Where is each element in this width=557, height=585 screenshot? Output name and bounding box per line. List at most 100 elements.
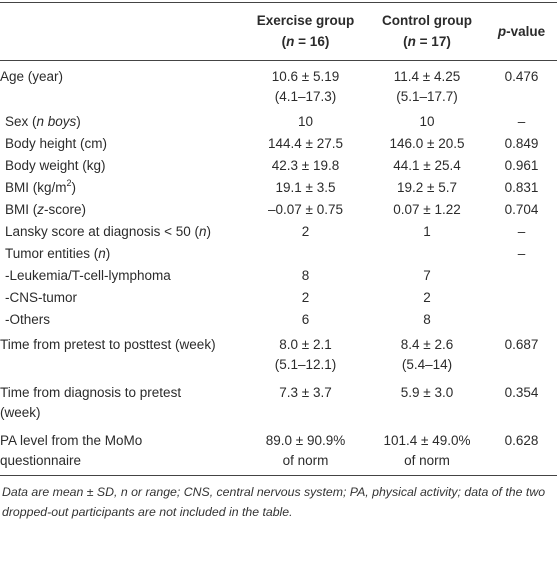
row-label: Lansky score at diagnosis < 50 (n) xyxy=(0,221,243,243)
table-cell xyxy=(486,265,557,287)
table-cell: 8 xyxy=(368,309,486,331)
text-line: 0.687 xyxy=(504,337,539,352)
text-line: – xyxy=(517,114,526,129)
text-line: 7.3 ± 3.7 xyxy=(279,385,332,400)
text-line: (4.1–17.3) xyxy=(274,89,337,104)
row-label: Tumor entities (n) xyxy=(0,243,243,265)
header-cell xyxy=(0,3,243,61)
text-segment: Lansky score at diagnosis < 50 ( xyxy=(5,224,199,239)
table-cell: 10 xyxy=(368,111,486,133)
text-line: Age (year) xyxy=(0,69,64,84)
row-label: -Leukemia/T-cell-lymphoma xyxy=(0,265,243,287)
text-line: 8 xyxy=(301,268,310,283)
row-label: Time from pretest to posttest (week) xyxy=(0,331,243,379)
text-line: 11.4 ± 4.25 xyxy=(393,69,461,84)
table: Exercise group (n = 16) Control group (n = … xyxy=(0,2,557,476)
table-cell: – xyxy=(486,243,557,265)
text-line: 19.2 ± 5.7 xyxy=(397,180,457,195)
text-segment: ) xyxy=(105,246,111,261)
table-cell: 19.2 ± 5.7 xyxy=(368,177,486,199)
text-line: Body weight (kg) xyxy=(5,158,106,173)
page: Exercise group (n = 16) Control group (n = … xyxy=(0,2,557,519)
text-line: 44.1 ± 25.4 xyxy=(393,158,461,173)
text-line: Tumor entities (n) xyxy=(5,244,243,264)
table-row: Time from pretest to posttest (week) 8.0 … xyxy=(0,331,557,379)
table-cell: 0.354 xyxy=(486,379,557,427)
table-cell xyxy=(243,243,368,265)
table-row: -Leukemia/T-cell-lymphoma 8 7 xyxy=(0,265,557,287)
text-line: questionnaire xyxy=(0,453,82,468)
table-row: -Others 6 8 xyxy=(0,309,557,331)
table-cell: 19.1 ± 3.5 xyxy=(243,177,368,199)
text-segment: 2 xyxy=(66,178,72,188)
table-cell: 144.4 ± 27.5 xyxy=(243,133,368,155)
text-line: 8 xyxy=(423,312,431,327)
table-cell: 89.0 ± 90.9% of norm xyxy=(243,427,368,476)
table-cell: 0.687 xyxy=(486,331,557,379)
text-line: 10 xyxy=(297,114,314,129)
table-row: Body height (cm) 144.4 ± 27.5 146.0 ± 20.5… xyxy=(0,133,557,155)
text-line: -Others xyxy=(5,312,51,327)
row-label: Body height (cm) xyxy=(0,133,243,155)
text-line: (n = 17) xyxy=(368,31,486,52)
text-segment: Sex ( xyxy=(5,114,37,129)
table-cell: 8.4 ± 2.6 (5.4–14) xyxy=(368,331,486,379)
table-cell xyxy=(486,287,557,309)
table-cell: –0.07 ± 0.75 xyxy=(243,199,368,221)
text-line: Lansky score at diagnosis < 50 (n) xyxy=(5,222,243,242)
text-segment: -score) xyxy=(44,202,87,217)
table-cell: – xyxy=(486,221,557,243)
table-cell: 42.3 ± 19.8 xyxy=(243,155,368,177)
text-line: Body height (cm) xyxy=(5,136,108,151)
table-cell: 0.831 xyxy=(486,177,557,199)
text-segment: BMI ( xyxy=(5,202,38,217)
text-line: (week) xyxy=(0,405,41,420)
text-line: 146.0 ± 20.5 xyxy=(389,136,465,151)
text-line: – xyxy=(517,224,526,239)
text-line: –0.07 ± 0.75 xyxy=(268,202,343,217)
text-line: 144.4 ± 27.5 xyxy=(268,136,343,151)
table-cell: 7.3 ± 3.7 xyxy=(243,379,368,427)
text-line: PA level from the MoMo xyxy=(0,433,143,448)
text-line: 19.1 ± 3.5 xyxy=(275,180,336,195)
row-label: PA level from the MoMo questionnaire xyxy=(0,427,243,476)
text-line: p-value xyxy=(486,21,557,42)
text-line: 2 xyxy=(423,290,431,305)
table-cell: 2 xyxy=(243,287,368,309)
text-line: 42.3 ± 19.8 xyxy=(271,158,340,173)
text-line: -CNS-tumor xyxy=(5,290,78,305)
row-label: -Others xyxy=(0,309,243,331)
table-cell: 101.4 ± 49.0% of norm xyxy=(368,427,486,476)
table-cell: 11.4 ± 4.25 (5.1–17.7) xyxy=(368,61,486,112)
row-label: Time from diagnosis to pretest (week) xyxy=(0,379,243,427)
text-line: Control group xyxy=(382,13,472,28)
text-segment: n boys xyxy=(36,114,77,129)
text-segment: z xyxy=(37,202,44,217)
row-label: BMI (kg/m2) xyxy=(0,177,243,199)
text-line: – xyxy=(517,246,526,261)
table-cell: 2 xyxy=(243,221,368,243)
row-label: Body weight (kg) xyxy=(0,155,243,177)
table-row: PA level from the MoMo questionnaire 89.0 … xyxy=(0,427,557,476)
table-cell: 0.704 xyxy=(486,199,557,221)
table-body: Age (year) 10.6 ± 5.19 (4.1–17.3) 11.4 ± 4.… xyxy=(0,61,557,476)
table-row: Lansky score at diagnosis < 50 (n) 2 1 – xyxy=(0,221,557,243)
text-line: 89.0 ± 90.9% xyxy=(265,433,346,448)
text-segment: ) xyxy=(71,180,77,195)
header-cell: p-value xyxy=(486,3,557,61)
text-line: Time from diagnosis to pretest xyxy=(0,385,182,400)
row-label: BMI (z-score) xyxy=(0,199,243,221)
text-line: 2 xyxy=(301,224,310,239)
text-line: Time from pretest to posttest (week) xyxy=(0,337,216,352)
text-segment: n xyxy=(198,224,207,239)
text-line: 0.476 xyxy=(504,69,539,84)
text-segment: = 16) xyxy=(294,34,330,49)
text-segment: Tumor entities ( xyxy=(5,246,99,261)
table-cell: 0.961 xyxy=(486,155,557,177)
row-label: -CNS-tumor xyxy=(0,287,243,309)
table-cell: 0.07 ± 1.22 xyxy=(368,199,486,221)
footnote: Data are mean ± SD, n or range; CNS, cen… xyxy=(2,485,546,519)
text-line: 0.704 xyxy=(504,202,539,217)
text-segment: ) xyxy=(76,114,81,129)
table-row: Sex (n boys) 10 10 – xyxy=(0,111,557,133)
